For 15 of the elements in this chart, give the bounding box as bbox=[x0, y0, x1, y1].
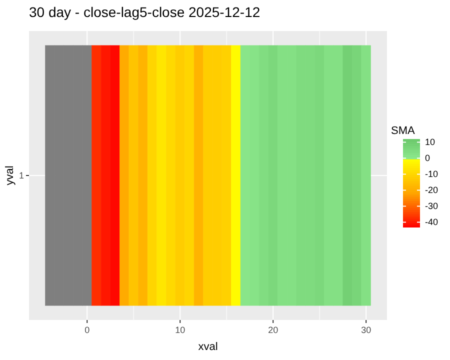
x-tick-label: 30 bbox=[361, 325, 372, 335]
y-tick-label: 1 bbox=[18, 170, 24, 180]
x-tick-label: 20 bbox=[268, 325, 278, 335]
chart-title: 30 day - close-lag5-close 2025-12-12 bbox=[29, 4, 260, 20]
y-axis-title: yval bbox=[4, 166, 16, 186]
legend-title: SMA bbox=[391, 125, 416, 137]
x-tick-label: 10 bbox=[175, 325, 186, 335]
color-bar-label: -10 bbox=[425, 169, 438, 180]
color-bar-label: -30 bbox=[425, 201, 438, 212]
color-bar-label: -40 bbox=[425, 217, 438, 228]
color-bar-label: -20 bbox=[425, 185, 438, 196]
color-bar-label: 0 bbox=[425, 153, 430, 164]
color-bar-label: 10 bbox=[425, 137, 436, 148]
x-axis-title: xval bbox=[198, 341, 218, 353]
x-tick-label: 0 bbox=[84, 325, 90, 335]
